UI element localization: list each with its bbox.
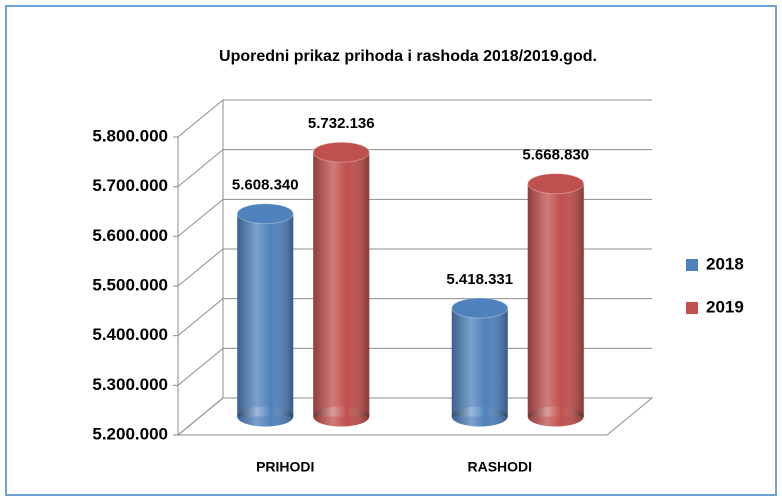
bar-shade [313,152,370,417]
grid-line [177,347,652,386]
x-tick-label: RASHODI [467,459,532,475]
bar-top [312,141,370,163]
bar-shade [237,213,294,417]
y-tick-label: 5.200.000 [92,424,168,443]
x-tick-label: PRIHODI [256,459,314,475]
bar-shade-base [313,406,370,427]
grid-line [177,99,652,138]
y-tick-label: 5.500.000 [92,275,168,294]
bar-shade-base [237,406,294,427]
grid-line [177,198,652,237]
bar-top [236,203,294,225]
value-label: 5.418.331 [446,271,513,288]
bar-top [451,297,509,319]
grid-line [177,397,652,436]
bar-shade [451,308,508,417]
legend-label: 2018 [706,254,744,273]
bar-shade [527,183,584,417]
legend-label: 2019 [706,297,744,316]
y-tick-label: 5.700.000 [92,176,168,195]
legend-swatch [686,259,698,271]
legend-swatch [686,302,698,314]
y-tick-label: 5.600.000 [92,226,168,245]
y-tick-label: 5.300.000 [92,375,168,394]
y-tick-label: 5.400.000 [92,325,168,344]
y-tick-label: 5.800.000 [92,126,168,145]
bar-shade-base [527,406,584,427]
value-label: 5.668.830 [522,147,589,164]
chart-title: Uporedni prikaz prihoda i rashoda 2018/2… [219,48,597,65]
frame [5,5,777,496]
grid-line [177,149,652,188]
value-label: 5.732.136 [308,115,375,132]
bar-shade-base [451,406,508,427]
grid-line [177,248,652,287]
grid-line [177,298,652,337]
value-label: 5.608.340 [232,177,299,194]
bar-top [527,173,585,195]
